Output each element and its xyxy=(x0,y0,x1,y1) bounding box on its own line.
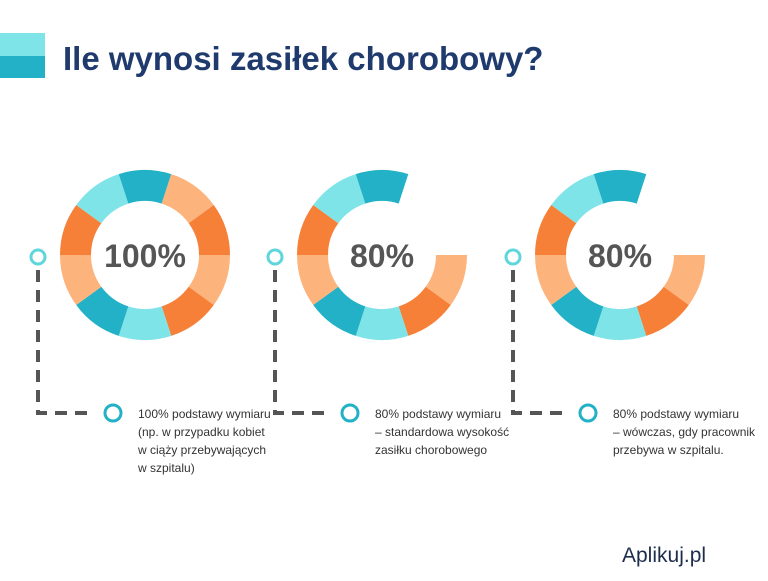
connector-dot xyxy=(29,248,47,266)
connector-line xyxy=(36,270,93,415)
description-line: – standardowa wysokość xyxy=(375,425,509,439)
logo: Aplikuj.pl xyxy=(622,544,706,567)
donut-segment xyxy=(593,170,647,204)
donut-segment xyxy=(60,255,102,305)
donut-segment xyxy=(118,170,172,204)
donut-segment xyxy=(636,286,689,336)
donut-segment xyxy=(188,255,230,305)
description-line: – wówczas, gdy pracownik xyxy=(613,425,756,439)
donut-segment xyxy=(355,170,409,204)
donut-segment xyxy=(663,255,705,305)
description-line: w szpitalu) xyxy=(137,461,195,475)
donut-segment xyxy=(76,174,129,224)
connector-dot xyxy=(504,248,522,266)
connector-line xyxy=(273,270,330,415)
connector-dot xyxy=(103,403,123,423)
description-line: 80% podstawy wymiaru xyxy=(613,407,739,421)
donut-segment xyxy=(535,205,577,255)
donut-segment xyxy=(355,306,409,341)
title-icon-bottom xyxy=(0,56,45,78)
donut-segment xyxy=(161,174,214,224)
donut-segment xyxy=(118,306,172,341)
donut-segment xyxy=(313,174,366,224)
connector-dot xyxy=(340,403,360,423)
donut-segment xyxy=(593,306,647,340)
description-line: 80% podstawy wymiaru xyxy=(375,407,501,421)
donut-segment xyxy=(161,286,214,336)
description-line: (np. w przypadku kobiet xyxy=(138,425,265,439)
donut-label: 80% xyxy=(350,238,414,274)
description-line: 100% podstawy wymiaru xyxy=(138,407,271,421)
donut-segment xyxy=(76,286,129,336)
donut-segment xyxy=(535,255,577,305)
donut-segment xyxy=(398,286,451,336)
donut-segment xyxy=(425,255,467,305)
description-line: w ciąży przebywających xyxy=(137,443,266,457)
donut-label: 100% xyxy=(104,238,186,274)
donut-segment xyxy=(551,174,604,224)
description-line: zasiłku chorobowego xyxy=(375,443,487,457)
donut-segment xyxy=(313,286,366,336)
title: Ile wynosi zasiłek chorobowy? xyxy=(63,40,543,77)
description-line: przebywa w szpitalu. xyxy=(613,443,724,457)
connector-dot xyxy=(266,248,284,266)
donut-segment xyxy=(188,205,230,255)
donut-label: 80% xyxy=(588,238,652,274)
donut-segment xyxy=(297,255,339,305)
donut-segment xyxy=(551,286,604,336)
connector-line xyxy=(511,270,568,415)
donut-segment xyxy=(60,205,102,255)
title-icon-top xyxy=(0,33,45,56)
connector-dot xyxy=(578,403,598,423)
donut-segment xyxy=(297,205,339,255)
